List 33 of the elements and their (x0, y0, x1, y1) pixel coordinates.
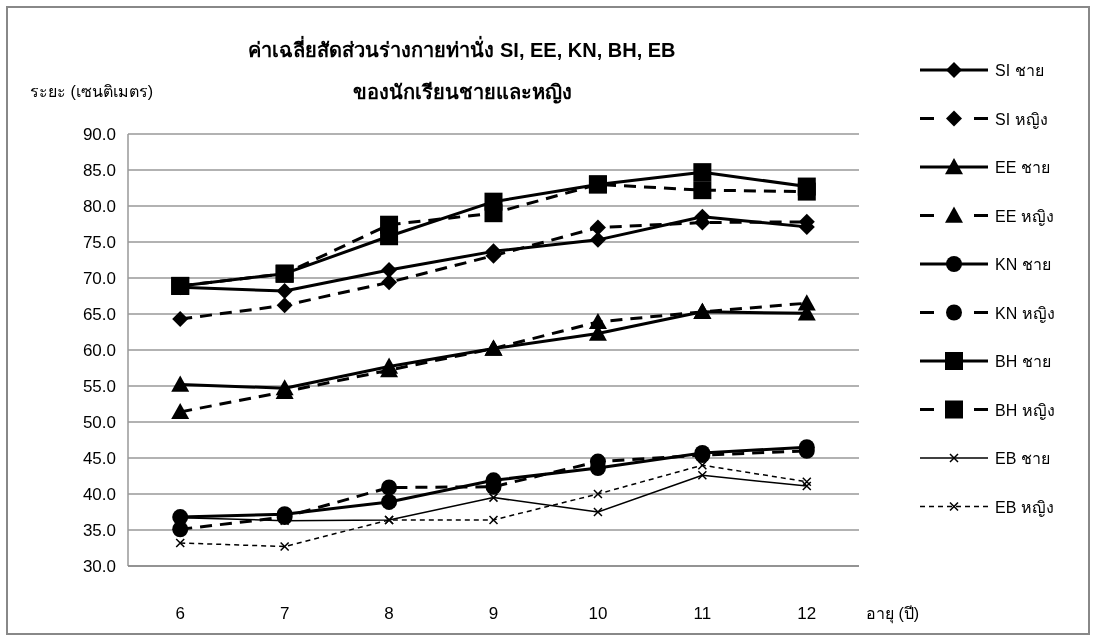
y-tick-label: 75.0 (82, 233, 116, 252)
legend-label: EE ชาย (995, 159, 1050, 176)
y-tick-label: 65.0 (82, 305, 116, 324)
legend-label: BH หญิง (995, 401, 1055, 420)
legend-label: EB ชาย (995, 450, 1050, 467)
y-tick-label: 55.0 (82, 377, 116, 396)
x-axis-title: อายุ (ปี) (866, 605, 920, 624)
x-tick-label: 12 (797, 604, 817, 623)
y-axis-title: ระยะ (เซนติเมตร) (30, 83, 154, 100)
y-tick-label: 70.0 (82, 269, 116, 288)
legend-label: EE หญิง (995, 207, 1054, 226)
legend-label: KN ชาย (995, 256, 1051, 273)
legend-label: BH ชาย (995, 353, 1051, 370)
legend-label: SI หญิง (995, 110, 1048, 129)
x-tick-label: 10 (588, 604, 608, 623)
y-tick-label: 50.0 (82, 413, 116, 432)
y-tick-label: 45.0 (82, 449, 116, 468)
y-tick-label: 30.0 (82, 557, 116, 576)
legend-label: EB หญิง (995, 498, 1054, 517)
y-tick-label: 90.0 (82, 125, 116, 144)
y-tick-label: 35.0 (82, 521, 116, 540)
chart-title: ค่าเฉลี่ยสัดส่วนร่างกายท่านั่ง SI, EE, KN, BH, EB ของนักเรียนชายและหญิง (248, 35, 676, 104)
legend-label: SI ชาย (995, 62, 1044, 79)
x-tick-label: 9 (488, 604, 499, 623)
x-tick-label: 6 (175, 604, 185, 623)
x-tick-label: 7 (279, 604, 290, 623)
y-tick-label: 80.0 (82, 197, 116, 216)
y-tick-label: 60.0 (82, 341, 116, 360)
x-tick-label: 11 (693, 604, 712, 623)
y-tick-label: 85.0 (82, 161, 116, 180)
x-tick-label: 8 (384, 604, 394, 623)
y-tick-label: 40.0 (82, 485, 116, 504)
legend-label: KN หญิง (995, 304, 1055, 323)
